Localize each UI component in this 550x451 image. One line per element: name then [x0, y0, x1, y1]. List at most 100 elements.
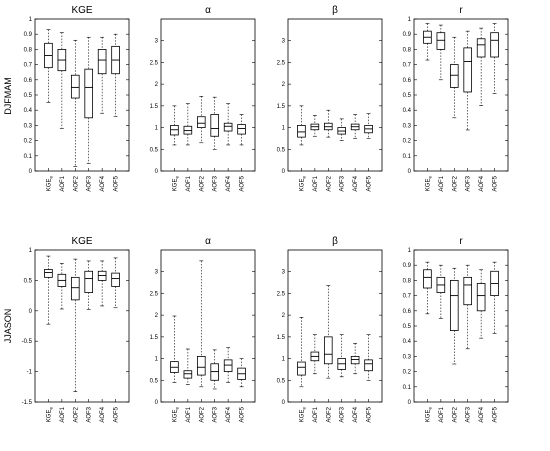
y-tick-label: 0.1	[403, 385, 412, 391]
y-tick-label: 0	[155, 400, 159, 406]
plot-frame	[34, 18, 130, 172]
x-category-subscript: e	[174, 176, 179, 179]
plot-frame	[160, 18, 256, 172]
box	[476, 38, 486, 58]
x-category-label: KGEe	[46, 176, 53, 192]
panel-title: r	[459, 5, 463, 16]
panel-jjason-6: β 0 0.5 1 1.5 2 2.5 3 KGEe AOF1 AOF2 AOF3 AOF4 AOF5	[277, 236, 383, 423]
panel-jjason-7: r 0 0.1 0.2 0.3 0.4 0.5 0.6 0.7 0.8 0.9 1 KGEe AOF1 AO…	[403, 236, 509, 423]
x-category-label: AOF1	[313, 175, 319, 191]
x-category-label: AOF2	[73, 406, 79, 422]
y-tick-label: 0.8	[403, 278, 412, 284]
x-category-label: KGEe	[46, 407, 53, 423]
x-category-subscript: e	[301, 176, 306, 179]
box	[70, 276, 80, 301]
x-category-label: AOF3	[87, 406, 93, 422]
y-tick-label: 0.4	[403, 339, 412, 345]
x-category-label: AOF4	[100, 175, 106, 191]
x-category-label: AOF5	[114, 175, 120, 191]
y-tick-label: 1	[155, 357, 159, 363]
y-tick-label: 2.5	[277, 291, 286, 297]
x-category-label: AOF5	[493, 406, 499, 422]
box	[323, 336, 333, 365]
box	[350, 355, 360, 365]
x-category-label: AOF3	[213, 406, 219, 422]
y-tick-label: 0.7	[403, 63, 412, 69]
y-tick-label: 0.5	[277, 147, 286, 153]
box	[223, 122, 233, 132]
y-tick-label: 1	[282, 357, 286, 363]
x-category-label: AOF3	[213, 175, 219, 191]
box	[70, 74, 80, 99]
box	[223, 359, 233, 373]
x-category-label: AOF1	[313, 406, 319, 422]
y-tick-label: 0.8	[403, 47, 412, 53]
panel-title: r	[459, 236, 463, 247]
x-category-label: AOF5	[367, 175, 373, 191]
y-tick-label: 3	[282, 39, 286, 45]
x-category-label: AOF2	[452, 175, 458, 191]
box	[463, 47, 473, 93]
y-tick-label: 0.1	[403, 154, 412, 160]
y-tick-label: 0.3	[403, 123, 412, 129]
y-tick-label: 3	[282, 270, 286, 276]
panel-djfmam-3: r 0 0.1 0.2 0.3 0.4 0.5 0.6 0.7 0.8 0.9 1 KGEe AOF1 AO…	[403, 5, 509, 192]
x-category-label: AOF3	[466, 175, 472, 191]
y-tick-label: 1	[29, 248, 33, 254]
y-tick-label: 0.9	[24, 32, 33, 38]
y-tick-label: 0.5	[277, 378, 286, 384]
box	[111, 272, 120, 287]
panel-title: β	[332, 236, 338, 247]
box	[364, 359, 373, 372]
y-tick-label: 0.5	[403, 324, 412, 330]
x-category-subscript: e	[427, 176, 432, 179]
y-tick-label: 1	[408, 248, 412, 254]
box	[210, 114, 220, 137]
panel-title: β	[332, 5, 338, 16]
y-tick-label: 0.5	[403, 93, 412, 99]
plot-frame	[34, 249, 130, 403]
y-tick-label: 0	[155, 169, 159, 175]
x-category-subscript: e	[174, 407, 179, 410]
x-category-label: AOF3	[466, 406, 472, 422]
x-category-label: KGEe	[172, 176, 179, 192]
box	[423, 269, 432, 289]
row-label-djfmam: DJFMAM	[3, 77, 13, 115]
y-tick-label: 1.5	[277, 335, 286, 341]
plot-frame	[287, 249, 383, 403]
y-tick-label: 2	[155, 82, 159, 88]
x-category-label: AOF4	[479, 406, 485, 422]
x-category-label: KGEe	[299, 176, 306, 192]
box	[490, 32, 499, 58]
box	[196, 355, 206, 376]
y-tick-label: 0.1	[24, 154, 33, 160]
box	[476, 283, 486, 312]
y-tick-label: 1.5	[150, 104, 159, 110]
y-tick-label: 0.2	[403, 370, 412, 376]
x-category-label: AOF5	[240, 406, 246, 422]
box	[297, 125, 306, 138]
box	[449, 64, 459, 88]
x-category-label: KGEe	[425, 176, 432, 192]
y-tick-label: 0	[282, 169, 286, 175]
y-tick-label: 1	[282, 126, 286, 132]
box	[183, 370, 193, 379]
x-category-label: AOF2	[199, 175, 205, 191]
box	[196, 116, 206, 128]
box	[297, 361, 306, 376]
y-tick-label: 2.5	[277, 60, 286, 66]
box	[97, 49, 107, 75]
x-category-label: AOF5	[114, 406, 120, 422]
y-tick-label: 2.5	[150, 60, 159, 66]
y-tick-label: 0.4	[403, 108, 412, 114]
box	[44, 269, 53, 278]
panel-djfmam-2: β 0 0.5 1 1.5 2 2.5 3 KGEe AOF1 AOF2 AOF3 AOF4 AOF5	[277, 5, 383, 192]
x-category-label: AOF2	[326, 406, 332, 422]
panel-jjason-4: KGE -1.5 -1 -0.5 0 0.5 1 KGEe AOF1 AOF2 AOF3 AOF4 AO…	[22, 236, 130, 423]
x-category-label: KGEe	[425, 407, 432, 423]
x-category-subscript: e	[301, 407, 306, 410]
x-category-label: KGEe	[299, 407, 306, 423]
y-tick-label: 0.3	[403, 354, 412, 360]
y-tick-label: 3	[155, 270, 159, 276]
